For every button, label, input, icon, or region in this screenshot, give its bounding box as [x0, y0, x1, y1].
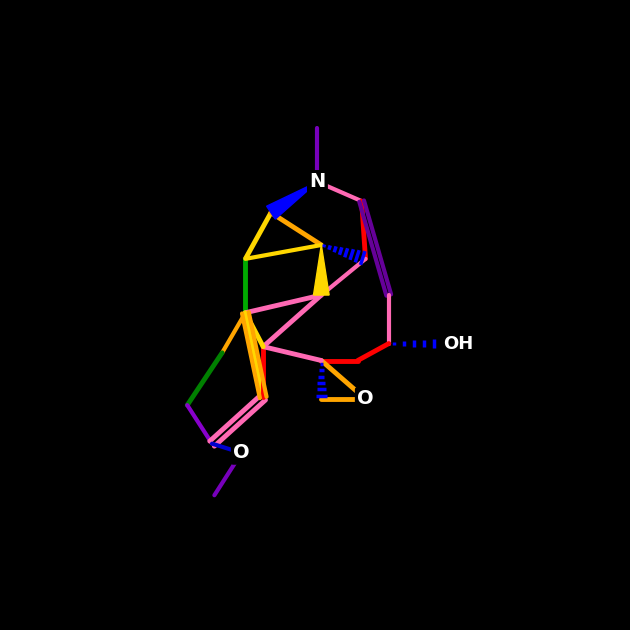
Text: O: O	[357, 389, 374, 408]
Text: N: N	[309, 173, 326, 192]
Polygon shape	[266, 182, 318, 219]
Text: OH: OH	[444, 335, 474, 353]
Text: O: O	[233, 444, 250, 462]
Polygon shape	[314, 245, 329, 295]
